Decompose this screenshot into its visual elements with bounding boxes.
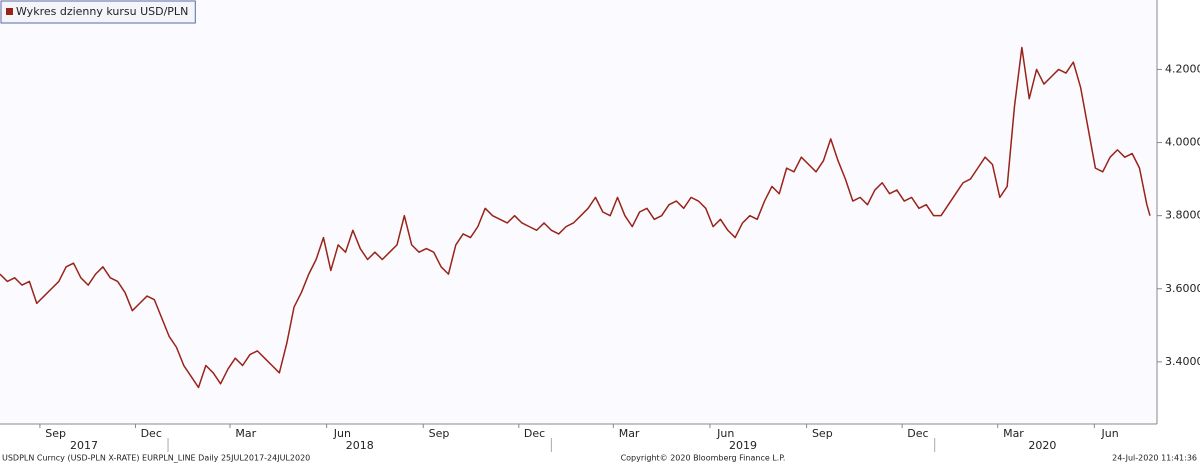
x-tick-label: Dec xyxy=(907,427,928,440)
x-tick-label: Jun xyxy=(1100,427,1118,440)
x-tick-label: Mar xyxy=(619,427,640,440)
x-tick-label: Sep xyxy=(429,427,450,440)
series-line xyxy=(0,46,1151,389)
y-tick-label: 3.4000 xyxy=(1165,355,1200,368)
source-note: USDPLN Curncy (USD-PLN X-RATE) EURPLN_LI… xyxy=(2,454,310,463)
x-tick-label: Dec xyxy=(524,427,545,440)
x-tick-label: Mar xyxy=(235,427,256,440)
x-tick-label: Mar xyxy=(1003,427,1024,440)
year-label: 2020 xyxy=(1028,439,1056,452)
legend: Wykres dzienny kursu USD/PLN xyxy=(0,0,196,24)
y-tick-label: 3.6000 xyxy=(1165,282,1200,295)
year-label: 2018 xyxy=(346,439,374,452)
y-tick-label: 4.0000 xyxy=(1165,136,1200,149)
x-tick-label: Sep xyxy=(812,427,833,440)
x-tick-label: Jun xyxy=(716,427,734,440)
plot-area xyxy=(0,0,1157,424)
y-tick-label: 4.2000 xyxy=(1165,62,1200,75)
legend-label: Wykres dzienny kursu USD/PLN xyxy=(16,5,188,18)
legend-swatch xyxy=(6,8,13,15)
timestamp: 24-Jul-2020 11:41:36 xyxy=(1112,454,1197,463)
year-label: 2017 xyxy=(70,439,98,452)
copyright: Copyright© 2020 Bloomberg Finance L.P. xyxy=(621,454,786,463)
y-tick-label: 3.8000 xyxy=(1165,209,1200,222)
x-tick-label: Jun xyxy=(333,427,351,440)
x-tick-label: Sep xyxy=(45,427,66,440)
x-tick-label: Dec xyxy=(141,427,162,440)
year-label: 2019 xyxy=(729,439,757,452)
legend-box xyxy=(0,0,196,24)
